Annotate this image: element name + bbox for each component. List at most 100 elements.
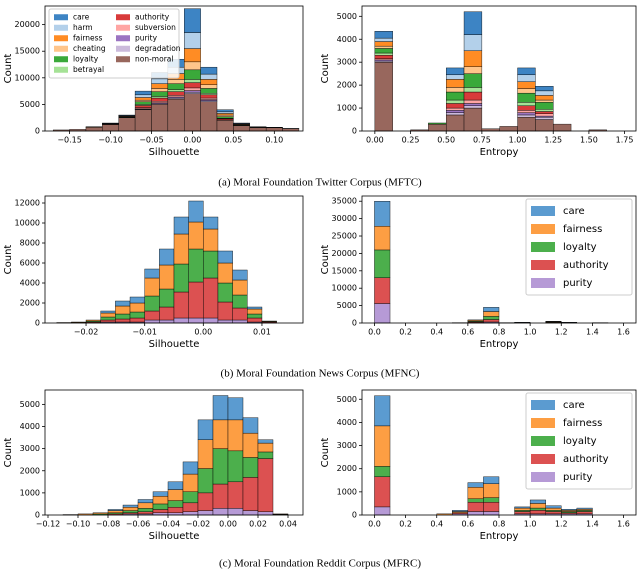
- x-axis-label: Entropy: [480, 147, 519, 158]
- y-tick-label: 4000: [337, 35, 357, 44]
- bar-segment: [200, 73, 218, 80]
- bar-segment: [216, 109, 234, 113]
- bar-segment: [232, 279, 248, 296]
- legend-swatch: [531, 418, 555, 428]
- bar-segment: [144, 295, 160, 312]
- bar-segment: [514, 506, 531, 509]
- bar-segment: [107, 509, 124, 511]
- axes-frame: [44, 5, 304, 132]
- bar-segment: [242, 432, 259, 458]
- y-tick-label: 2000: [337, 81, 357, 90]
- bar-segment: [467, 482, 484, 488]
- legend-swatch: [531, 472, 555, 482]
- bar-segment: [200, 79, 218, 85]
- y-tick-label: 1000: [337, 104, 357, 113]
- x-tick-label: 1.0: [524, 520, 537, 529]
- bar-segment: [107, 510, 124, 513]
- bar-segment: [115, 313, 131, 320]
- bar-segment: [216, 120, 234, 132]
- bar-segment: [134, 99, 152, 102]
- legend-label: loyalty: [563, 242, 597, 253]
- y-tick-label: 1000: [20, 488, 40, 497]
- legend-swatch: [531, 224, 555, 234]
- y-tick-label: 2000: [20, 466, 40, 475]
- bar-segment: [134, 101, 152, 105]
- bar-segment: [137, 508, 154, 512]
- bar-segment: [118, 114, 136, 116]
- bar-segment: [445, 79, 465, 88]
- bar-segment: [374, 506, 391, 516]
- bar-segment: [197, 510, 214, 516]
- legend-swatch: [54, 66, 68, 73]
- bar-segment: [152, 491, 169, 497]
- bar-segment: [517, 112, 536, 116]
- bar-segment: [212, 395, 229, 421]
- bar-segment: [517, 88, 536, 94]
- y-tick-label: 4000: [20, 422, 40, 431]
- bar-segment: [467, 498, 484, 503]
- y-tick-label: 10000: [15, 73, 40, 82]
- bar-segment: [167, 83, 185, 90]
- bar-segment: [144, 277, 160, 297]
- x-tick-label: 0.4: [430, 328, 443, 337]
- bar-segment: [159, 288, 175, 308]
- bar-segment: [102, 124, 119, 132]
- axes-frame: [361, 5, 637, 132]
- x-tick-label: −0.10: [98, 136, 123, 145]
- bar-segment: [151, 78, 169, 84]
- bar-segment: [257, 451, 274, 459]
- bar-segment: [374, 226, 391, 251]
- legend-swatch: [116, 35, 130, 42]
- bar-segment: [197, 439, 214, 469]
- bar-segment: [249, 127, 267, 132]
- bar-segment: [463, 11, 483, 35]
- legend-label: fairness: [563, 224, 602, 235]
- bar-segment: [159, 248, 175, 266]
- bar-segment: [212, 448, 229, 485]
- bar-segment: [452, 510, 469, 512]
- bar-segment: [184, 48, 201, 63]
- legend-label: purity: [563, 472, 592, 483]
- bar-segment: [184, 90, 201, 93]
- bar-segment: [151, 101, 169, 104]
- legend-swatch: [54, 35, 68, 42]
- bar-segment: [529, 499, 546, 504]
- bar-segment: [535, 111, 554, 114]
- panel: −0.12 −0.10 −0.08 −0.06 −0.04 −0.02 0.00 0.02 0.…: [3, 389, 304, 542]
- bar-segment: [374, 55, 393, 59]
- bar-segment: [188, 221, 204, 250]
- bar-segment: [535, 117, 554, 120]
- bar-segment: [514, 507, 531, 511]
- bar-segment: [463, 66, 483, 74]
- bar-segment: [134, 90, 152, 96]
- panel: −0.02 −0.01 0.00 0.01 0 2000 4000 6000 8000 10000…: [3, 195, 304, 350]
- bar-segment: [184, 93, 201, 132]
- x-tick-label: 1.50: [580, 136, 598, 145]
- x-tick-label: 0.8: [493, 520, 506, 529]
- bar-segment: [445, 91, 465, 101]
- x-tick-label: 0.50: [437, 136, 455, 145]
- bar-segment: [184, 79, 201, 83]
- legend-label: subversion: [135, 23, 176, 32]
- bar-segment: [212, 508, 229, 516]
- bar-segment: [483, 476, 500, 484]
- bar-segment: [203, 317, 219, 324]
- bar-segment: [188, 317, 204, 324]
- bar-segment: [517, 102, 536, 106]
- bar-segment: [115, 318, 131, 323]
- x-tick-label: 1.6: [617, 520, 630, 529]
- panel: 0.0 0.2 0.4 0.6 0.8 1.0 1.2 1.4 1.6 0 5000 10000 150…: [320, 195, 637, 350]
- bar-segment: [184, 61, 201, 71]
- bar-segment: [129, 311, 145, 319]
- legend-swatch: [531, 400, 555, 410]
- panel: 0.0 0.2 0.4 0.6 0.8 1.0 1.2 1.4 1.6 0 1000 2000 3000…: [320, 389, 637, 542]
- bar-segment: [85, 319, 101, 322]
- bar-segment: [167, 507, 184, 513]
- y-tick-label: 0: [35, 127, 40, 136]
- legend-label: care: [563, 400, 585, 411]
- bar-segment: [445, 99, 465, 104]
- bar-segment: [217, 282, 233, 303]
- bar-segment: [535, 86, 554, 92]
- legend-label: authority: [563, 454, 609, 465]
- x-tick-label: 0.2: [399, 520, 412, 529]
